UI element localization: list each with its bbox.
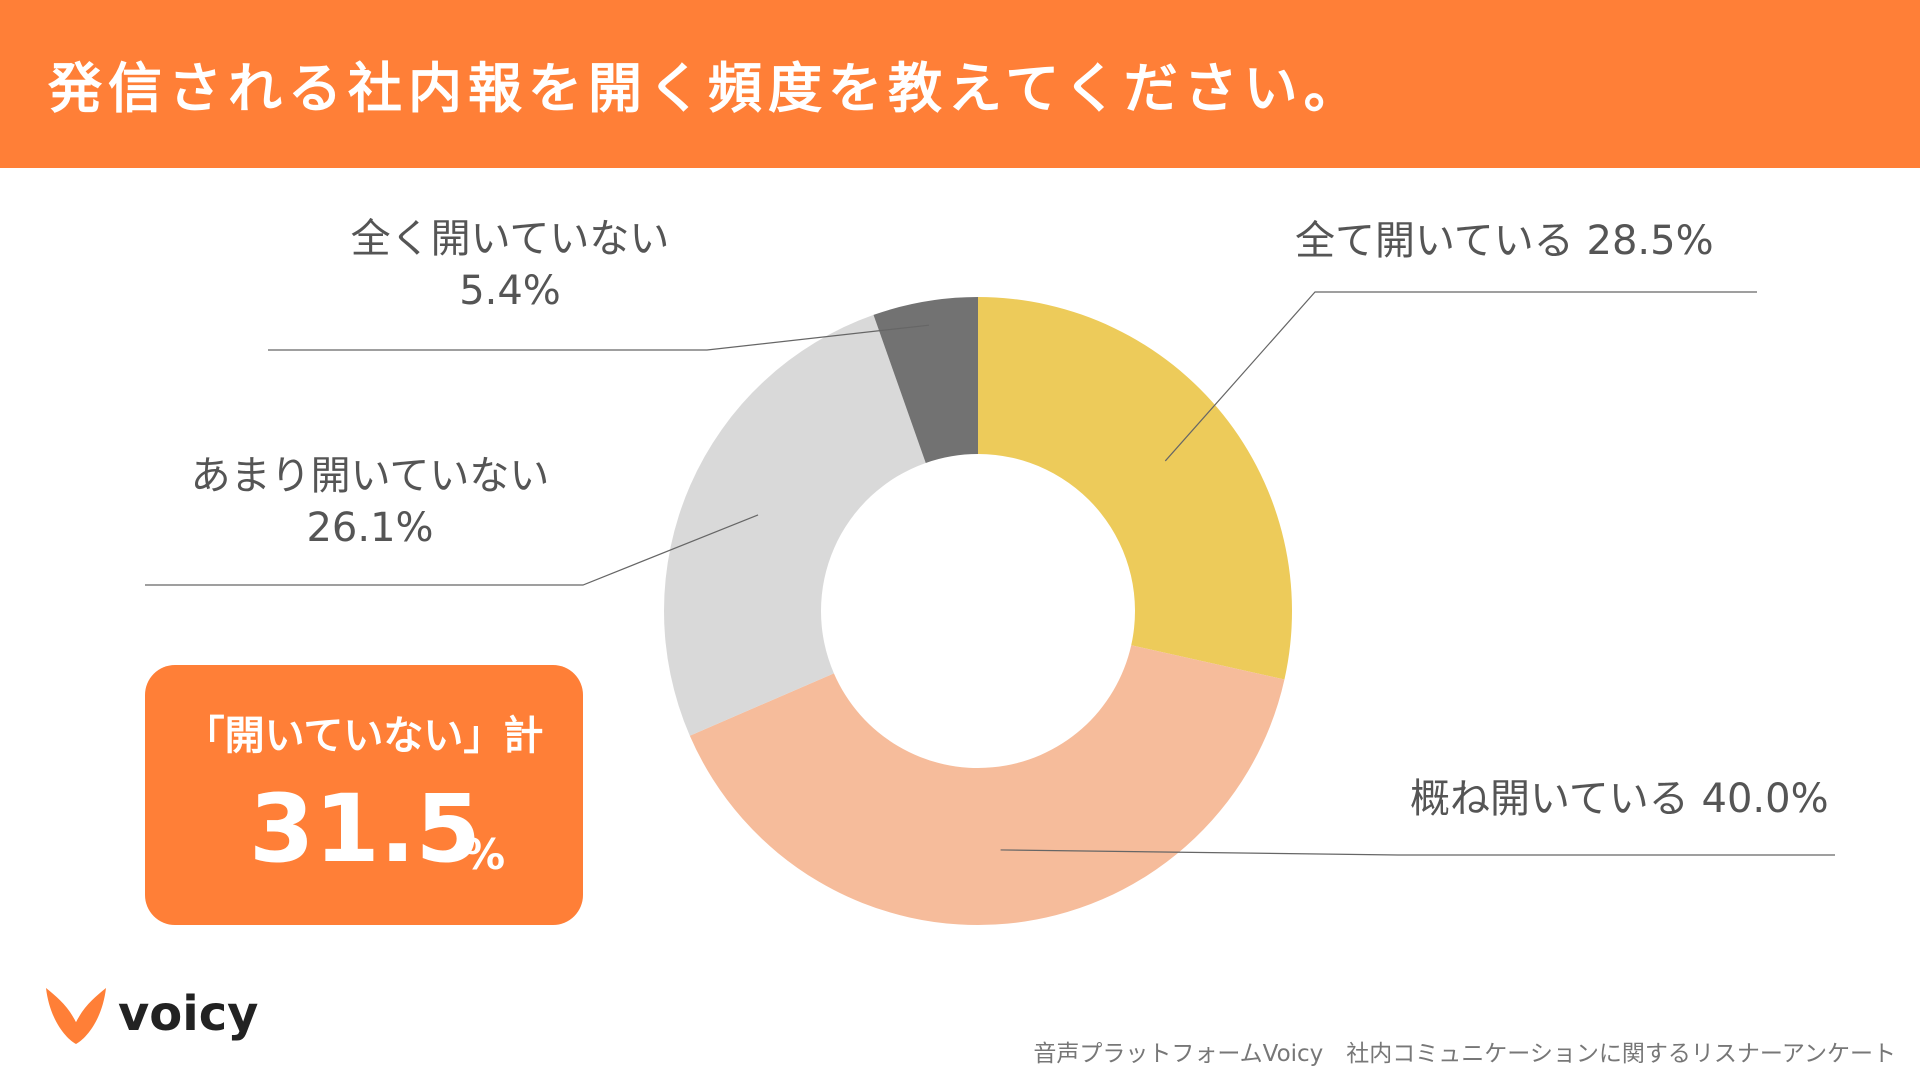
label-rarely-open-value: 26.1% — [306, 505, 434, 551]
slice-rarely-open — [664, 314, 926, 736]
leader-line-all-open — [1164, 291, 1757, 462]
slice-all-open — [978, 297, 1292, 680]
summary-value: 31.5 — [249, 775, 481, 884]
summary-label: 「開いていない」計 — [184, 713, 544, 759]
slice-mostly-open — [689, 645, 1285, 926]
voicy-logo-icon — [46, 988, 106, 1044]
source-note: 音声プラットフォームVoicy 社内コミュニケーションに関するリスナーアンケート — [1033, 1041, 1896, 1067]
leader-line-mostly-open — [1000, 849, 1835, 856]
logo-text: voicy — [118, 986, 259, 1042]
header-bar: 発信される社内報を開く頻度を教えてください。 — [0, 0, 1920, 168]
leader-lines — [145, 291, 1835, 856]
summary-box: 「開いていない」計 31.5 % — [145, 665, 583, 925]
donut-slices — [664, 297, 1292, 926]
summary-unit: % — [463, 830, 506, 879]
label-rarely-open-name: あまり開いていない — [190, 453, 550, 499]
label-all-open: 全て開いている 28.5% — [1295, 218, 1714, 264]
label-never-open: 全く開いていない 5.4% — [325, 213, 695, 317]
label-never-open-value: 5.4% — [459, 268, 561, 314]
label-mostly-open: 概ね開いている 40.0% — [1410, 776, 1829, 822]
leader-line-rarely-open — [145, 514, 759, 586]
page-title: 発信される社内報を開く頻度を教えてください。 — [48, 57, 1364, 120]
slice-never-open — [873, 297, 978, 463]
label-never-open-name: 全く開いていない — [350, 216, 670, 262]
leader-line-never-open — [268, 324, 930, 351]
label-rarely-open: あまり開いていない 26.1% — [160, 450, 580, 554]
